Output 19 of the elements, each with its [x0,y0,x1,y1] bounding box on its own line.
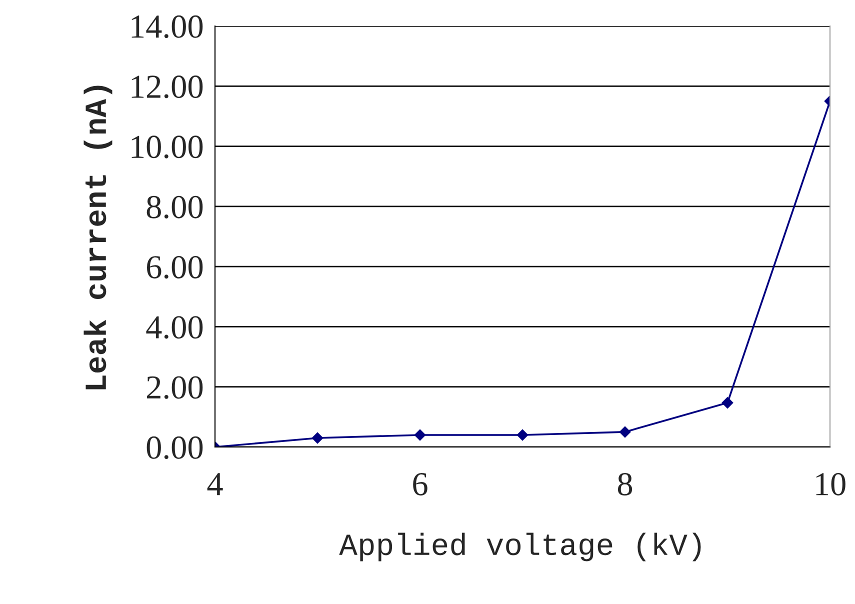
x-tick-label: 10 [816,472,846,496]
y-tick-label: 8.00 [146,196,203,218]
y-tick-label: 6.00 [146,256,203,279]
x-tick-label: 6 [413,473,428,496]
point [619,426,631,438]
x-tick-label: 4 [207,473,223,496]
y-tick-label: 2.00 [147,376,203,399]
point [516,429,528,441]
point [312,432,324,444]
y-tick-label: 0.00 [146,436,203,460]
point [414,429,426,441]
y-tick-label: 4.00 [146,316,203,339]
x-tick-label: 8 [618,472,632,496]
y-axis-title: Leak current (nA) [84,86,112,390]
y-tick-label: 10.00 [132,136,203,158]
y-tick-label: 14.00 [132,15,203,38]
point [722,397,734,408]
y-tick-label: 12.00 [132,76,203,98]
x-axis-title: Applied voltage (kV) [339,532,701,562]
